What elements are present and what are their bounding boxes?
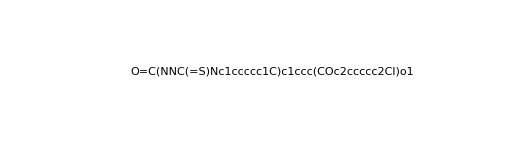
Text: O=C(NNC(=S)Nc1ccccc1C)c1ccc(COc2ccccc2Cl)o1: O=C(NNC(=S)Nc1ccccc1C)c1ccc(COc2ccccc2Cl… <box>131 67 414 77</box>
